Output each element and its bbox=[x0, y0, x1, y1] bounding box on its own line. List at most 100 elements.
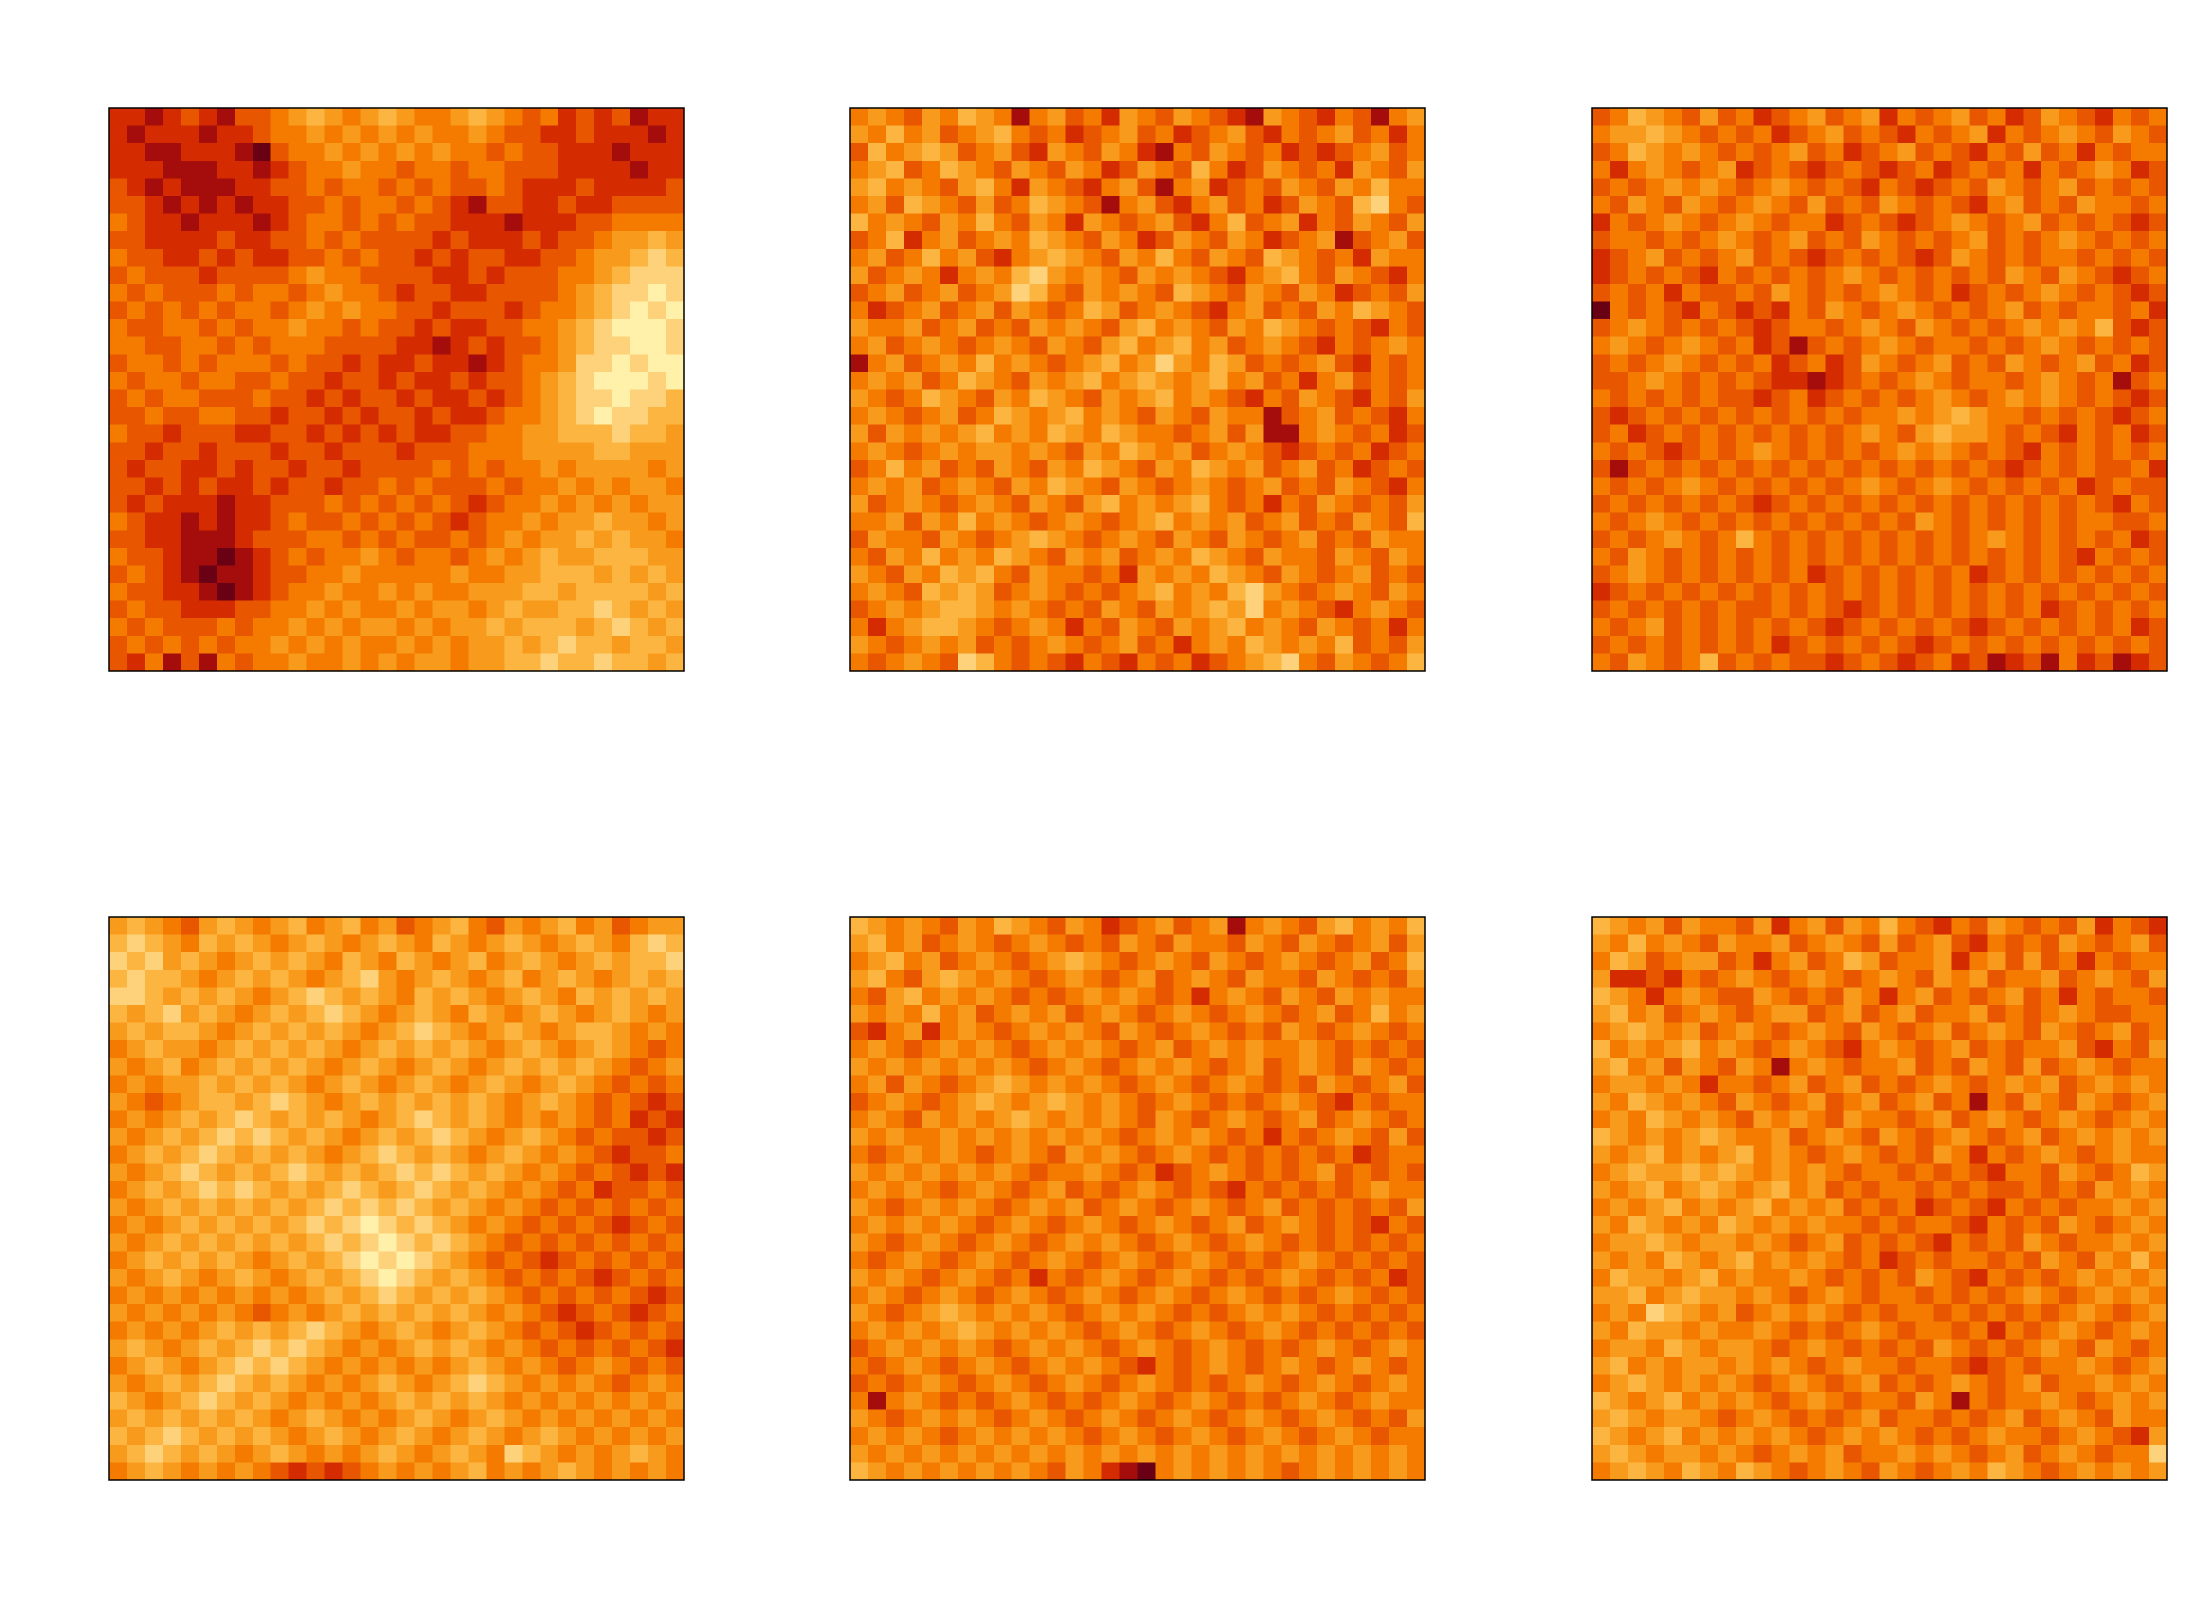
heatmap-cell bbox=[1335, 565, 1354, 584]
heatmap-cell bbox=[1227, 266, 1246, 285]
heatmap-cell bbox=[1029, 1180, 1049, 1200]
heatmap-cell bbox=[939, 1286, 959, 1305]
heatmap-cell bbox=[216, 459, 236, 479]
heatmap-cell bbox=[1083, 459, 1103, 479]
heatmap-cell bbox=[1281, 618, 1300, 637]
heatmap-cell bbox=[468, 143, 487, 162]
heatmap-cell bbox=[198, 565, 218, 584]
heatmap-cell bbox=[1011, 266, 1031, 285]
heatmap-cell bbox=[450, 583, 469, 602]
heatmap-cell bbox=[903, 160, 923, 179]
heatmap-cell bbox=[1083, 1216, 1103, 1235]
heatmap-cell bbox=[1717, 283, 1737, 303]
heatmap-cell bbox=[234, 195, 254, 215]
heatmap-cell bbox=[432, 336, 452, 355]
heatmap-cell bbox=[630, 160, 649, 179]
heatmap-cell bbox=[306, 1110, 326, 1129]
heatmap-cell bbox=[2095, 354, 2114, 373]
heatmap-cell bbox=[850, 213, 869, 232]
heatmap-cell bbox=[1065, 213, 1085, 232]
heatmap-cell bbox=[486, 1180, 505, 1200]
heatmap-cell bbox=[1065, 653, 1085, 672]
heatmap-cell bbox=[2059, 283, 2078, 303]
heatmap-cell bbox=[1915, 530, 1935, 549]
heatmap-cell bbox=[1155, 618, 1175, 637]
heatmap-cell bbox=[903, 424, 923, 443]
heatmap-cell bbox=[1789, 459, 1809, 479]
heatmap-cell bbox=[1083, 653, 1103, 672]
heatmap-cell bbox=[1825, 477, 1845, 496]
heatmap-cell bbox=[558, 1040, 577, 1059]
heatmap-cell bbox=[162, 407, 182, 426]
heatmap-cell bbox=[1933, 530, 1952, 549]
heatmap-cell bbox=[126, 389, 146, 408]
heatmap-cell bbox=[1789, 195, 1809, 215]
heatmap-cell bbox=[630, 442, 649, 461]
heatmap-cell bbox=[1371, 1057, 1390, 1076]
heatmap-cell bbox=[630, 1145, 649, 1164]
heatmap-cell bbox=[1915, 371, 1935, 391]
heatmap-cell bbox=[126, 266, 146, 285]
heatmap-cell bbox=[1407, 1268, 1426, 1288]
heatmap-cell bbox=[558, 1251, 577, 1270]
heatmap-cell bbox=[1317, 1075, 1336, 1094]
heatmap-cell bbox=[234, 1022, 254, 1041]
heatmap-cell bbox=[342, 1444, 362, 1463]
heatmap-cell bbox=[432, 1321, 452, 1340]
heatmap-cell bbox=[885, 477, 905, 496]
heatmap-cell bbox=[1155, 1092, 1175, 1112]
heatmap-cell bbox=[396, 477, 416, 496]
heatmap-cell bbox=[1137, 1216, 1157, 1235]
heatmap-cell bbox=[522, 1304, 541, 1323]
heatmap-cell bbox=[1281, 301, 1300, 320]
heatmap-cell bbox=[270, 600, 290, 619]
heatmap-cell bbox=[126, 1180, 146, 1200]
heatmap-cell bbox=[1065, 319, 1085, 338]
heatmap-cell bbox=[594, 301, 613, 320]
heatmap-cell bbox=[252, 547, 272, 567]
heatmap-cell bbox=[1663, 160, 1683, 179]
heatmap-cell bbox=[270, 1409, 290, 1428]
heatmap-cell bbox=[396, 319, 416, 338]
heatmap-cell bbox=[1209, 934, 1228, 953]
heatmap-cell bbox=[993, 1251, 1013, 1270]
heatmap-cell bbox=[1699, 336, 1719, 355]
heatmap-cell bbox=[1407, 477, 1426, 496]
heatmap-cell bbox=[2059, 160, 2078, 179]
heatmap-cell bbox=[450, 565, 469, 584]
heatmap-cell bbox=[1011, 1268, 1031, 1288]
heatmap-cell bbox=[1371, 354, 1390, 373]
heatmap-cell bbox=[1969, 635, 1988, 654]
heatmap-cell bbox=[939, 371, 959, 391]
heatmap-cell bbox=[2095, 301, 2114, 320]
heatmap-cell bbox=[648, 1251, 667, 1270]
heatmap-cell bbox=[1371, 143, 1390, 162]
heatmap-cell bbox=[1083, 1004, 1103, 1024]
heatmap-cell bbox=[1951, 495, 1970, 514]
heatmap-cell bbox=[468, 1040, 487, 1059]
heatmap-cell bbox=[252, 583, 272, 602]
heatmap-cell bbox=[1735, 178, 1755, 197]
heatmap-cell bbox=[342, 477, 362, 496]
heatmap-cell bbox=[612, 1392, 631, 1411]
heatmap-cell bbox=[162, 969, 182, 988]
heatmap-cell bbox=[144, 143, 164, 162]
heatmap-cell bbox=[558, 354, 577, 373]
heatmap-cell bbox=[850, 1339, 869, 1358]
heatmap-cell bbox=[522, 969, 541, 988]
heatmap-cell bbox=[109, 530, 128, 549]
heatmap-cell bbox=[885, 1233, 905, 1252]
heatmap-cell bbox=[630, 1427, 649, 1446]
heatmap-cell bbox=[1987, 336, 2006, 355]
heatmap-cell bbox=[1353, 477, 1372, 496]
heatmap-cell bbox=[1101, 477, 1121, 496]
heatmap-cell bbox=[1281, 1286, 1300, 1305]
heatmap-cell bbox=[648, 1339, 667, 1358]
heatmap-cell bbox=[144, 1339, 164, 1358]
heatmap-cell bbox=[1299, 178, 1318, 197]
heatmap-cell bbox=[1227, 1392, 1246, 1411]
heatmap-cell bbox=[522, 512, 541, 531]
heatmap-cell bbox=[594, 1216, 613, 1235]
heatmap-cell bbox=[1771, 530, 1791, 549]
heatmap-cell bbox=[1101, 108, 1121, 127]
